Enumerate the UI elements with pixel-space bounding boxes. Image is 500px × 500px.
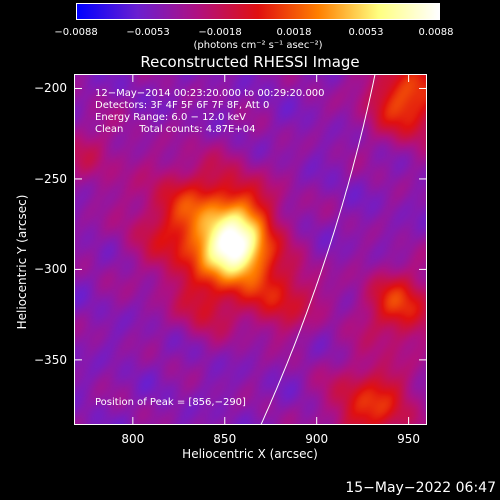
colorbar-tick: 0.0018 bbox=[276, 27, 312, 38]
info-counts: Clean Total counts: 4.87E+04 bbox=[95, 124, 256, 135]
x-axis-label: Heliocentric X (arcsec) bbox=[182, 447, 318, 461]
x-tick-label: 950 bbox=[397, 432, 421, 446]
info-time-range: 12−May−2014 00:23:20.000 to 00:29:20.000 bbox=[95, 88, 325, 99]
plot-area: 12−May−2014 00:23:20.000 to 00:29:20.000… bbox=[74, 74, 427, 425]
footer-timestamp: 15−May−2022 06:47 bbox=[345, 480, 496, 496]
colorbar-tick: −0.0053 bbox=[126, 27, 170, 38]
solar-limb-line bbox=[260, 75, 376, 424]
y-tick-label: −300 bbox=[34, 262, 67, 277]
colorbar bbox=[76, 3, 440, 20]
y-tick-label: −350 bbox=[34, 352, 67, 367]
colorbar-tick: −0.0018 bbox=[198, 27, 242, 38]
info-energy-range: Energy Range: 6.0 − 12.0 keV bbox=[95, 112, 246, 123]
solar-limb bbox=[260, 75, 376, 424]
x-tick-label: 800 bbox=[121, 432, 145, 446]
peak-position-label: Position of Peak = [856,−290] bbox=[95, 397, 246, 408]
y-tick-label: −250 bbox=[34, 171, 67, 186]
y-tick-label: −200 bbox=[34, 81, 67, 96]
x-tick-label: 850 bbox=[213, 432, 237, 446]
x-tick-label: 900 bbox=[305, 432, 329, 446]
colorbar-tick: 0.0053 bbox=[348, 27, 384, 38]
colorbar-tick: −0.0088 bbox=[54, 27, 98, 38]
heatmap-image bbox=[75, 75, 426, 424]
chart-title: Reconstructed RHESSI Image bbox=[140, 53, 360, 71]
y-axis-label: Heliocentric Y (arcsec) bbox=[15, 194, 29, 330]
colorbar-units: (photons cm⁻² s⁻¹ asec⁻²) bbox=[193, 40, 323, 51]
colorbar-tick: 0.0088 bbox=[418, 27, 454, 38]
info-detectors: Detectors: 3F 4F 5F 6F 7F 8F, Att 0 bbox=[95, 100, 270, 111]
